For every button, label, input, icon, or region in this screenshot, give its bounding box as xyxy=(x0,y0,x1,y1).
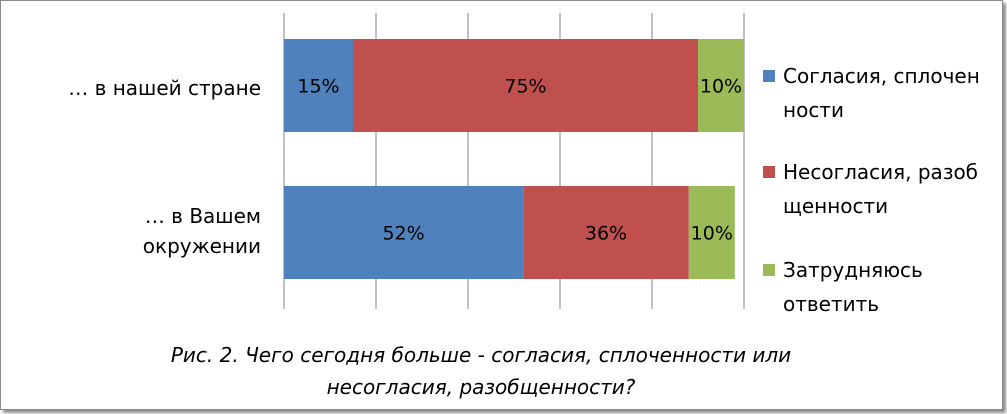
data-label-agreement-0: 15% xyxy=(297,76,339,98)
bar-agreement-1 xyxy=(284,186,524,279)
bar-agreement-0 xyxy=(284,39,353,132)
legend-swatch-agreement xyxy=(763,70,775,82)
bar-undecided-0 xyxy=(698,39,744,132)
legend-text-agreement: Согласия, сплочен ности xyxy=(783,64,980,122)
legend-text-disagreement: Несогласия, разоб щенности xyxy=(783,160,979,218)
bar-disagreement-0 xyxy=(353,39,698,132)
legend-swatch-undecided xyxy=(763,264,775,276)
bar-undecided-1 xyxy=(688,186,735,279)
data-label-agreement-1: 52% xyxy=(382,223,424,245)
legend-swatch-disagreement xyxy=(763,166,775,178)
chart-plot: 15% 75% 10% 52% 36% 10% xyxy=(283,13,745,309)
bar-disagreement-1 xyxy=(523,186,689,279)
data-label-disagreement-1: 36% xyxy=(585,223,627,245)
data-label-undecided-1: 10% xyxy=(691,223,733,245)
bars-group xyxy=(284,39,744,279)
data-label-undecided-0: 10% xyxy=(700,76,742,98)
data-labels-group: 15% 75% 10% 52% 36% 10% xyxy=(297,76,742,245)
figure-caption: Рис. 2. Чего сегодня больше - согласия, … xyxy=(170,343,792,399)
category-label-surroundings: … в Вашем окружении xyxy=(142,204,261,258)
legend-text-undecided: Затрудняюсь ответить xyxy=(783,258,923,316)
data-label-disagreement-0: 75% xyxy=(504,76,546,98)
category-label-country: … в нашей стране xyxy=(68,76,261,100)
